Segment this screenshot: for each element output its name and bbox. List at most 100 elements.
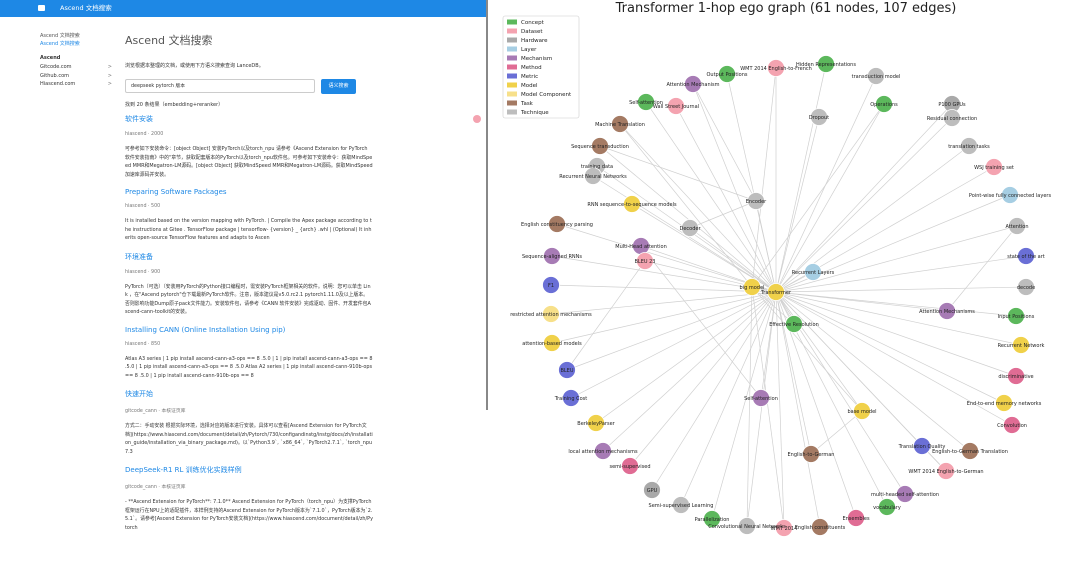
graph-node xyxy=(938,302,956,320)
node-label: Parallelization xyxy=(695,517,730,523)
node-label: Convolution xyxy=(997,423,1027,429)
search-button[interactable]: 语义搜索 xyxy=(321,79,356,94)
search-result: DeepSeek-R1 RL 训练优化实践样例 gitcode_cann · 本核… xyxy=(125,465,373,532)
graph-node xyxy=(643,481,661,499)
node-label: Machine Translation xyxy=(595,122,645,128)
edge xyxy=(946,225,1018,312)
graph-node xyxy=(584,167,602,185)
node-label: Training Cost xyxy=(554,396,587,402)
doc-search-app: Ascend 文档搜索 Ascend 文档搜索 Ascend 文档搜索 Asce… xyxy=(0,0,486,583)
edge xyxy=(640,245,762,399)
node-label: translation tasks xyxy=(948,144,990,150)
edge xyxy=(775,291,821,528)
result-snippet: 方式二：手动安装 根据实际环境，选择对应的版本进行安装。具体可以查看[Ascen… xyxy=(125,423,373,455)
node-label: Recurrent Neural Networks xyxy=(559,174,627,180)
node-label: Output Positions xyxy=(706,72,747,78)
edge xyxy=(689,227,777,293)
edge xyxy=(775,103,953,293)
legend-label: Layer xyxy=(521,47,537,53)
node-label: Attention Mechanisms xyxy=(919,309,975,315)
graph-node xyxy=(1007,307,1025,325)
edge xyxy=(595,291,777,424)
node-label: Transformer xyxy=(760,290,792,296)
graph-node xyxy=(703,510,721,528)
legend-label: Technique xyxy=(520,110,549,116)
node-label: Translation Quality xyxy=(898,444,946,450)
edge xyxy=(775,291,1017,317)
graph-node xyxy=(802,445,820,463)
edge xyxy=(692,83,777,293)
legend-swatch xyxy=(507,82,517,88)
graph-node xyxy=(548,215,566,233)
edge xyxy=(775,291,1013,426)
edge xyxy=(775,286,1027,293)
legend: Concept Dataset Hardware Layer Mechanism Meth… xyxy=(502,15,580,119)
search-result: 软件安装 hiascend · 2000 可参考如下安装命令：[object Obj… xyxy=(125,114,373,179)
sidebar-item[interactable]: Github.com xyxy=(40,72,115,81)
graph-node xyxy=(1012,336,1030,354)
result-title[interactable]: Preparing Software Packages xyxy=(125,188,227,196)
search-input[interactable]: deepseek pytorch 版本 xyxy=(125,79,315,93)
graph-node xyxy=(558,361,576,379)
node-label: restricted attention mechanisms xyxy=(510,312,592,318)
node-label: English-to-German xyxy=(788,452,835,458)
graph-node xyxy=(611,115,629,133)
legend-swatch xyxy=(507,73,517,79)
node-label: Dropout xyxy=(809,115,829,121)
graph-node xyxy=(542,305,560,323)
legend-label: Concept xyxy=(521,20,545,26)
edge xyxy=(550,284,777,293)
result-title[interactable]: DeepSeek-R1 RL 训练优化实践样例 xyxy=(125,466,242,474)
graph-node xyxy=(961,442,979,460)
sidebar-item[interactable]: Hiascend.com xyxy=(40,80,115,89)
graph-node xyxy=(591,137,609,155)
graph-node xyxy=(867,67,885,85)
legend-box xyxy=(502,15,580,119)
result-snippet: It is installed based on the version map… xyxy=(125,218,372,241)
node-label: English constituents xyxy=(795,525,846,531)
edge xyxy=(775,291,863,412)
edge xyxy=(755,200,777,293)
edge xyxy=(551,255,777,293)
edge xyxy=(751,67,777,288)
graph-node xyxy=(810,108,828,126)
sidebar-item[interactable]: Gitcode.com xyxy=(40,63,115,72)
node-label: English-to-German Translation xyxy=(932,449,1008,455)
node-label: Semi-supervised Learning xyxy=(649,503,714,509)
graph-node xyxy=(587,414,605,432)
graph-node xyxy=(1008,217,1026,235)
result-title[interactable]: 环境准备 xyxy=(125,252,153,261)
sidebar-link[interactable]: Ascend 文档搜索 xyxy=(40,41,80,47)
graph-node xyxy=(775,519,793,537)
node-label: WSJ training set xyxy=(974,165,1014,171)
graph-node xyxy=(623,195,641,213)
graph-node xyxy=(943,109,961,127)
search-result: 环境准备 hiascend · 900 PyTorch（可选）（安装用PyTorch… xyxy=(125,252,373,317)
result-title[interactable]: Installing CANN (Online Installation Usi… xyxy=(125,325,286,334)
edge xyxy=(775,117,953,293)
edge xyxy=(629,291,777,467)
search-result: Installing CANN (Online Installation Usi… xyxy=(125,326,373,381)
graph-node xyxy=(847,509,865,527)
legend-label: Metric xyxy=(521,74,538,80)
legend-swatch xyxy=(507,46,517,52)
sidebar-link[interactable]: Ascend 文档搜索 xyxy=(40,33,80,39)
graph-node xyxy=(743,278,761,296)
result-title[interactable]: 软件安装 xyxy=(125,115,153,123)
result-meta: hiascend · 850 xyxy=(125,341,161,347)
node-label: WMT 2014 English-to-French xyxy=(740,66,812,72)
edge xyxy=(711,291,777,520)
edge xyxy=(645,101,777,293)
legend-label: Task xyxy=(520,101,534,107)
app-title: Ascend 文档搜索 xyxy=(60,4,112,12)
node-label: End-to-end memory networks xyxy=(967,401,1042,407)
edge xyxy=(599,145,757,202)
legend-label: Mechanism xyxy=(521,56,552,62)
result-meta: gitcode_cann · 本核证页库 xyxy=(125,485,186,490)
result-title[interactable]: 快速开始 xyxy=(125,390,153,398)
node-label: semi-supervised xyxy=(609,464,650,470)
legend-swatch xyxy=(507,55,517,61)
node-label: Effective Resolution xyxy=(769,322,819,328)
node-label: state of the art xyxy=(1007,254,1045,260)
